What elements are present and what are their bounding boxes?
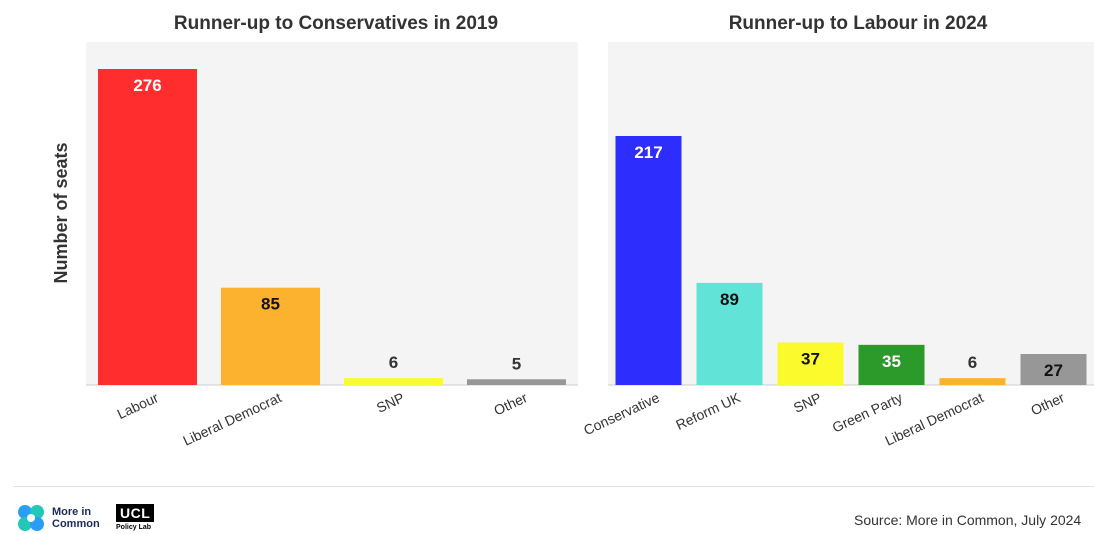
source-note: Source: More in Common, July 2024 bbox=[854, 512, 1082, 528]
value-label-2024-conservative: 217 bbox=[634, 143, 662, 162]
value-label-2019-other: 5 bbox=[512, 354, 521, 373]
tick-label-2024-other: Other bbox=[1028, 389, 1067, 418]
tick-label-2024-snp: SNP bbox=[791, 389, 824, 416]
bar-2019-labour bbox=[98, 69, 197, 385]
value-label-2024-snp: 37 bbox=[801, 350, 820, 369]
y-axis-label: Number of seats bbox=[51, 142, 71, 283]
bar-2019-other bbox=[467, 379, 566, 385]
tick-label-2024-reform-uk: Reform UK bbox=[673, 389, 743, 433]
chart-title-2024: Runner-up to Labour in 2024 bbox=[729, 13, 988, 34]
ucl-logo-sub: Policy Lab bbox=[116, 524, 152, 531]
bar-2024-reform-uk bbox=[696, 282, 763, 385]
more-in-common-icon bbox=[18, 505, 44, 531]
tick-label-2024-conservative: Conservative bbox=[581, 389, 662, 438]
footer-divider bbox=[14, 486, 1094, 487]
chart-area: Runner-up to Conservatives in 2019 Runne… bbox=[51, 13, 1094, 449]
value-label-2024-liberal-democrat: 6 bbox=[968, 353, 977, 372]
bar-2024-conservative bbox=[615, 136, 682, 385]
logo-line-1: More in bbox=[52, 506, 92, 518]
bar-2024-snp bbox=[777, 342, 844, 385]
bar-2019-liberal-democrat bbox=[221, 287, 320, 385]
tick-label-2019-liberal-democrat: Liberal Democrat bbox=[180, 389, 283, 449]
tick-label-2019-labour: Labour bbox=[114, 389, 161, 422]
ucl-logo: UCL Policy Lab bbox=[116, 504, 155, 531]
bar-2019-snp bbox=[344, 378, 443, 385]
value-label-2024-other: 27 bbox=[1044, 361, 1063, 380]
tick-label-2019-snp: SNP bbox=[374, 389, 407, 416]
bar-2024-liberal-democrat bbox=[939, 378, 1006, 385]
bar-2024-green-party bbox=[858, 344, 925, 385]
value-label-2019-snp: 6 bbox=[389, 353, 398, 372]
bar-2024-other bbox=[1020, 354, 1087, 385]
value-label-2019-labour: 276 bbox=[133, 76, 161, 95]
more-in-common-logo: More in Common bbox=[16, 503, 100, 533]
value-label-2024-green-party: 35 bbox=[882, 352, 901, 371]
ucl-logo-box: UCL bbox=[116, 504, 155, 522]
tick-label-2019-other: Other bbox=[491, 389, 530, 418]
value-label-2019-liberal-democrat: 85 bbox=[261, 295, 280, 314]
value-label-2024-reform-uk: 89 bbox=[720, 290, 739, 309]
logo-line-2: Common bbox=[52, 518, 100, 530]
chart-title-2019: Runner-up to Conservatives in 2019 bbox=[174, 13, 498, 34]
panel-background-2024 bbox=[608, 42, 1094, 385]
